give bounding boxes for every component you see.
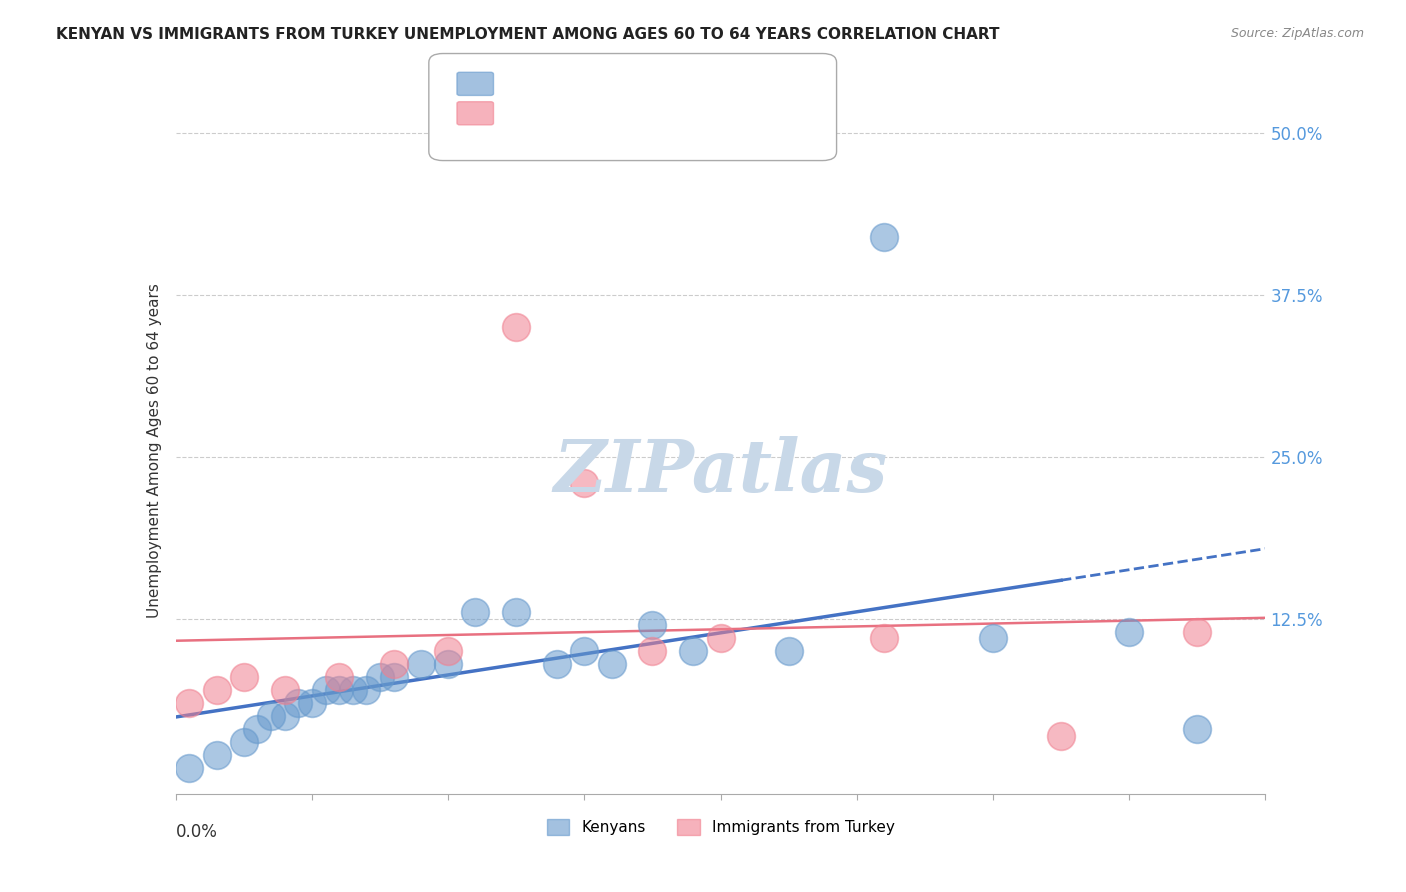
Text: R =: R = (499, 105, 533, 120)
Point (873, 632, 896, 646)
Point (778, 644, 800, 658)
Point (205, 683, 228, 698)
Point (356, 683, 378, 698)
Point (232, 735, 254, 749)
Point (574, 475, 596, 490)
Point (437, 657, 460, 672)
Point (873, 229, 896, 244)
Point (382, 657, 405, 672)
Point (382, 670, 405, 684)
Point (981, 632, 1004, 646)
Point (409, 657, 432, 672)
Text: 0.0%: 0.0% (176, 822, 218, 841)
Point (274, 683, 297, 698)
Text: N =: N = (595, 76, 628, 90)
Point (641, 618, 664, 632)
Text: 0.138: 0.138 (524, 103, 576, 121)
Point (600, 657, 623, 672)
Point (179, 761, 201, 775)
Point (246, 722, 269, 736)
Text: Source: ZipAtlas.com: Source: ZipAtlas.com (1230, 27, 1364, 40)
Point (641, 644, 664, 658)
Legend: Kenyans, Immigrants from Turkey: Kenyans, Immigrants from Turkey (540, 813, 901, 841)
Point (464, 606, 486, 620)
Text: 25: 25 (626, 74, 648, 92)
Point (1187, 624, 1209, 639)
Point (315, 683, 337, 698)
Point (1050, 729, 1073, 743)
Text: 0.410: 0.410 (524, 74, 576, 92)
Point (682, 644, 704, 658)
Point (328, 670, 350, 684)
Y-axis label: Unemployment Among Ages 60 to 64 years: Unemployment Among Ages 60 to 64 years (146, 283, 162, 618)
Point (1118, 624, 1140, 639)
Point (179, 696, 201, 710)
Point (437, 644, 460, 658)
Point (342, 683, 364, 698)
Point (546, 657, 568, 672)
Text: 14: 14 (626, 103, 648, 121)
Text: KENYAN VS IMMIGRANTS FROM TURKEY UNEMPLOYMENT AMONG AGES 60 TO 64 YEARS CORRELAT: KENYAN VS IMMIGRANTS FROM TURKEY UNEMPLO… (56, 27, 1000, 42)
Point (328, 683, 350, 698)
Text: ZIPatlas: ZIPatlas (554, 435, 887, 507)
Point (232, 670, 254, 684)
Point (301, 696, 323, 710)
Point (505, 320, 527, 334)
Point (274, 709, 297, 723)
Text: N =: N = (595, 105, 628, 120)
Point (205, 747, 228, 762)
Point (1187, 722, 1209, 736)
Point (260, 709, 283, 723)
Point (505, 606, 527, 620)
Point (368, 670, 391, 684)
Point (710, 632, 733, 646)
Point (287, 696, 309, 710)
Point (574, 644, 596, 658)
Text: R =: R = (499, 76, 533, 90)
